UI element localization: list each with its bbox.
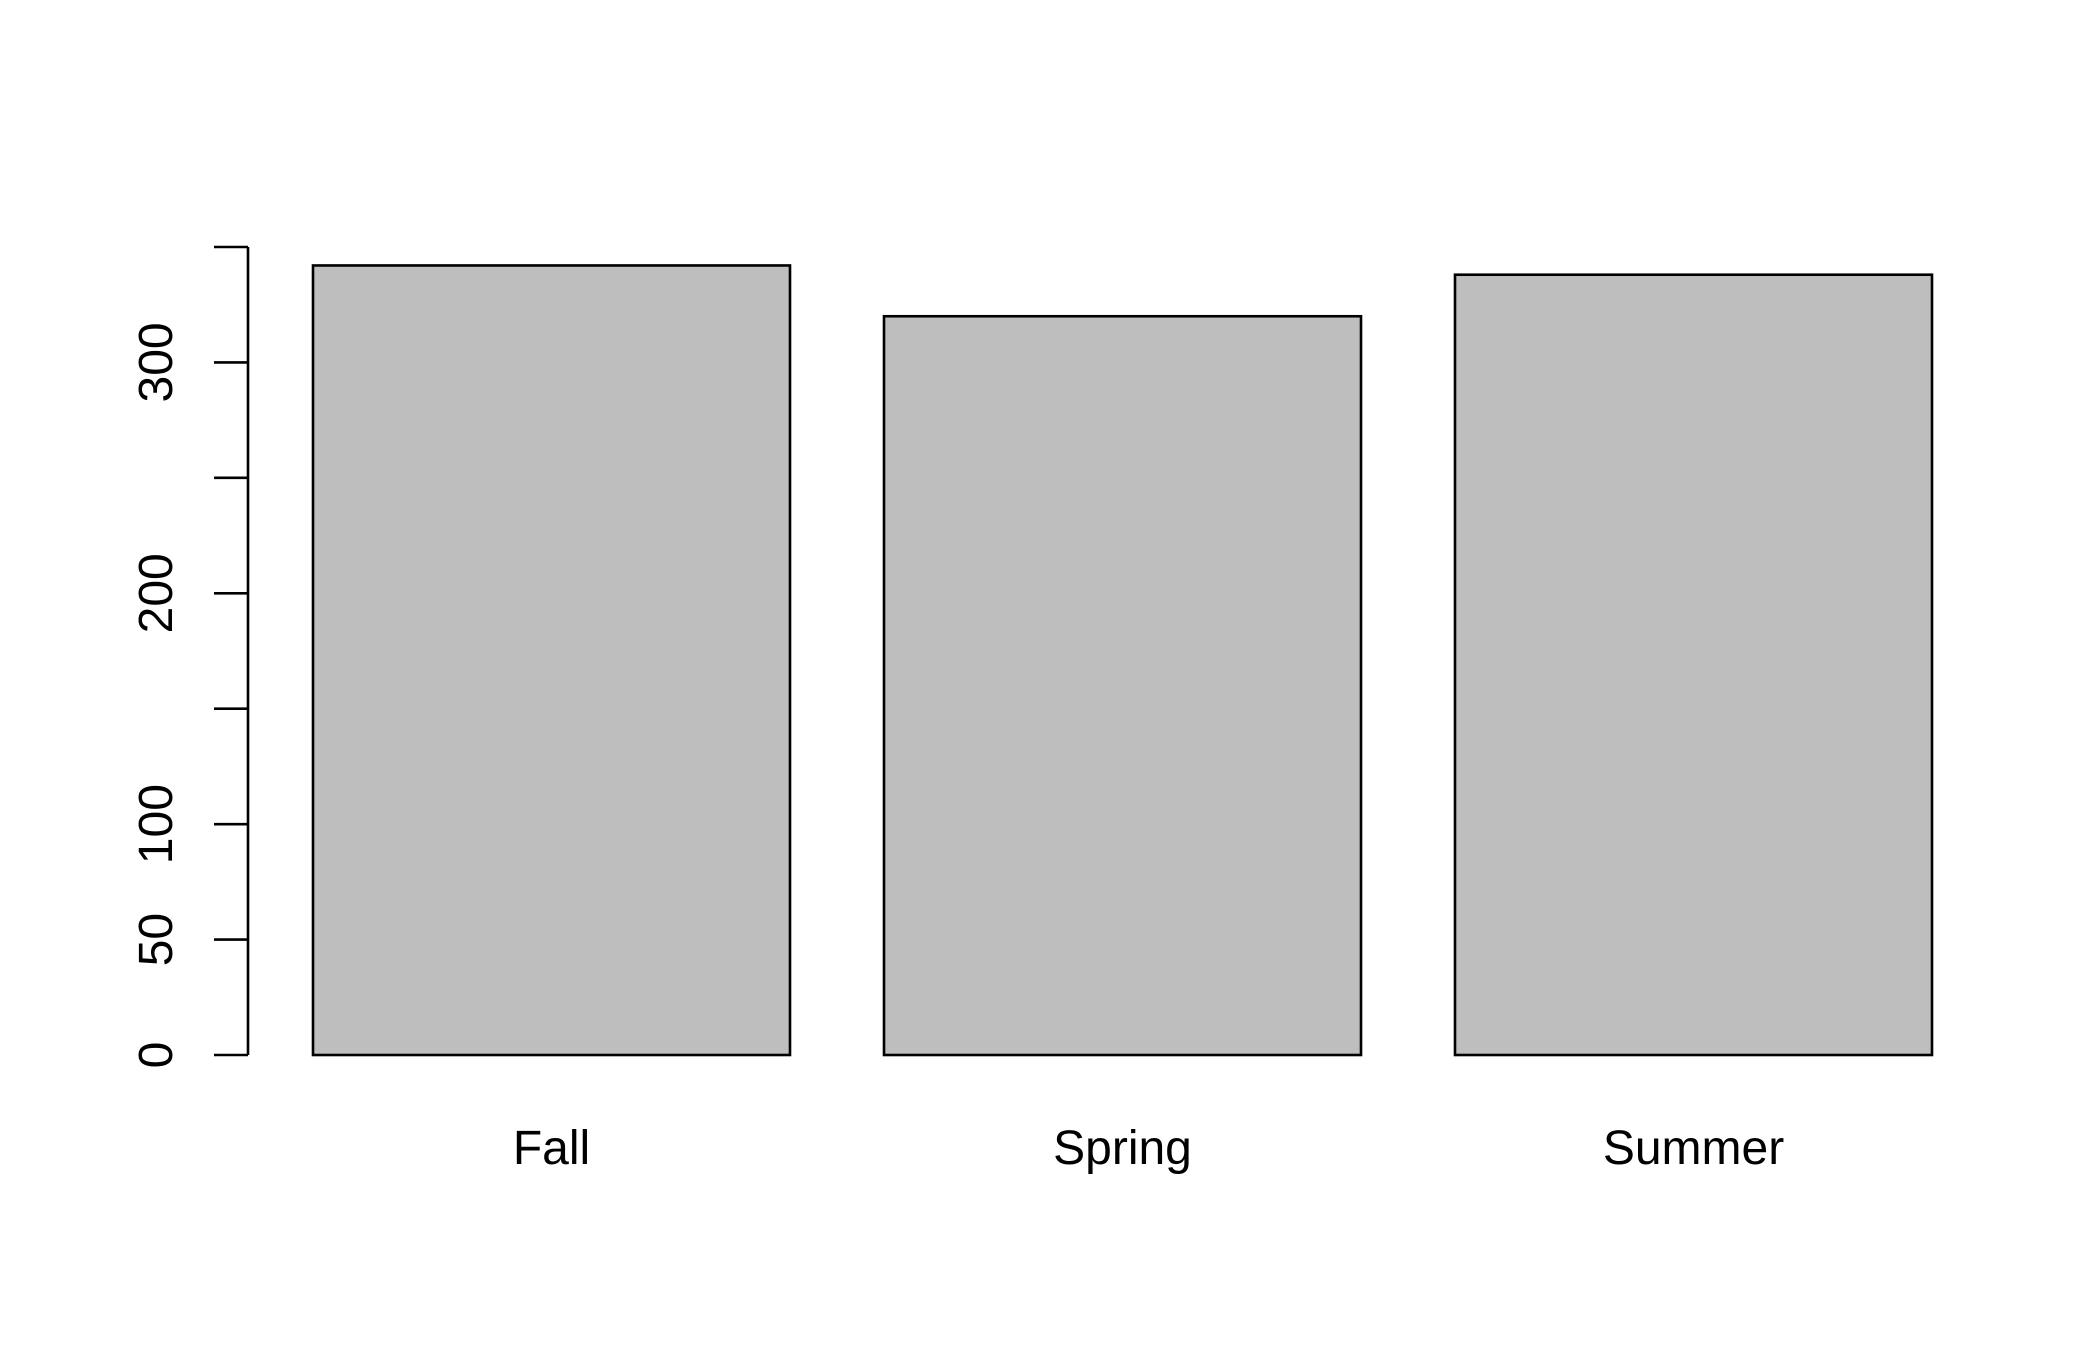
y-tick-label: 200 [130,553,183,633]
bar-spring [882,314,1363,1057]
y-tick-label: 0 [130,1042,183,1069]
x-category-label: Summer [1603,1122,1784,1175]
y-ticks: 0 50 100 200 300 [130,245,248,1069]
y-tick-label: 50 [130,913,183,966]
y-axis: 0 50 100 200 300 [130,245,250,1069]
bar-fall [311,264,792,1057]
x-axis-labels: Fall Spring Summer [513,1122,1784,1175]
bars [311,264,1934,1057]
bar-summer [1453,273,1934,1057]
y-tick-label: 100 [130,784,183,864]
x-category-label: Fall [513,1122,590,1175]
y-tick-label: 300 [130,322,183,402]
x-category-label: Spring [1053,1122,1192,1175]
